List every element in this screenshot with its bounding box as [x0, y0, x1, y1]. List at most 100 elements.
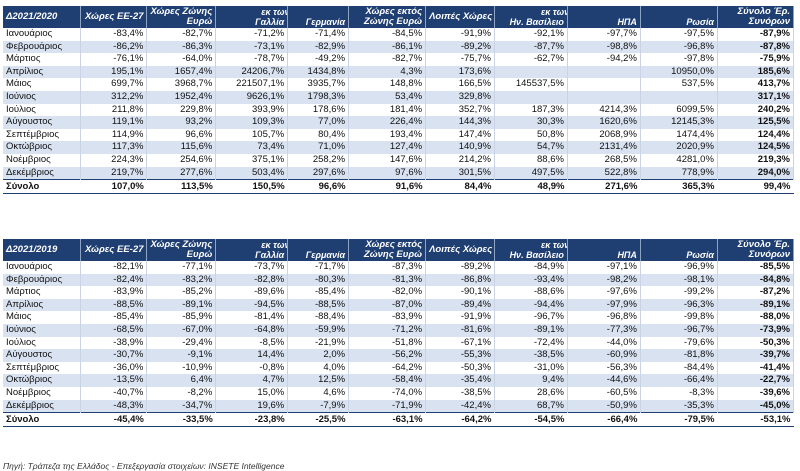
- value-cell: 105,7%: [215, 128, 289, 142]
- value-cell: 352,7%: [425, 103, 495, 117]
- total-value: 99,4%: [717, 179, 794, 195]
- value-cell: -82,7%: [348, 53, 427, 66]
- total-value: -79,5%: [640, 412, 718, 428]
- total-value: -63,1%: [348, 412, 426, 428]
- value-cell: -38,5%: [494, 349, 568, 362]
- value-cell: -49,2%: [287, 53, 350, 66]
- value-cell: -97,6%: [567, 286, 641, 299]
- header-period: Δ2021/2019: [3, 239, 81, 261]
- value-cell: 68,7%: [494, 399, 568, 413]
- header-total: Σύνολο Έρ. Συνόρων: [717, 6, 795, 28]
- value-cell: 537,5%: [640, 78, 718, 91]
- value-cell: 778,9%: [640, 166, 718, 180]
- value-cell: [567, 78, 641, 91]
- value-cell: -7,9%: [287, 399, 350, 413]
- header-usa: ΗΠΑ: [567, 239, 641, 261]
- value-cell: 96,6%: [146, 128, 217, 142]
- value-cell: -71,4%: [287, 28, 350, 41]
- value-cell: 294,0%: [717, 166, 795, 180]
- value-cell: 4,7%: [215, 374, 289, 387]
- month-cell: Μάρτιος: [3, 53, 81, 66]
- value-cell: -87,2%: [717, 286, 795, 299]
- value-cell: 254,6%: [146, 153, 217, 167]
- header-other: Λοιπές Χώρες: [425, 6, 495, 28]
- value-cell: 3968,7%: [146, 78, 217, 91]
- table-header-row: Δ2021/2020 Χώρες ΕΕ-27 Χώρες Ζώνης Ευρώ …: [3, 6, 795, 28]
- value-cell: -86,3%: [146, 40, 217, 54]
- value-cell: 497,5%: [494, 166, 568, 180]
- total-value: -54,5%: [494, 412, 568, 428]
- value-cell: 413,7%: [717, 78, 795, 91]
- table-row: Ιανουάριος -83,4% -82,7% -71,2% -71,4% -84,5%…: [3, 28, 795, 41]
- month-cell: Νοέμβριος: [3, 153, 81, 167]
- value-cell: -85,4%: [287, 286, 350, 299]
- value-cell: -60,5%: [567, 386, 641, 400]
- value-cell: 229,8%: [146, 103, 217, 117]
- value-cell: -50,9%: [567, 399, 641, 413]
- header-eu27: Χώρες ΕΕ-27: [80, 6, 148, 28]
- month-cell: Ιούλιος: [3, 336, 81, 350]
- month-cell: Δεκέμβριος: [3, 399, 81, 413]
- value-cell: -56,3%: [567, 361, 641, 375]
- value-cell: -73,1%: [215, 40, 289, 54]
- value-cell: -96,7%: [494, 311, 568, 324]
- table-row: Φεβρουάριος -86,2% -86,3% -73,1% -82,9% -86,1…: [3, 40, 795, 54]
- value-cell: 1620,6%: [567, 116, 641, 129]
- value-cell: -71,7%: [287, 261, 350, 274]
- value-cell: -90,1%: [425, 286, 495, 299]
- value-cell: 77,0%: [287, 116, 350, 129]
- value-cell: -85,5%: [717, 261, 795, 274]
- value-cell: -78,7%: [215, 53, 289, 66]
- value-cell: -82,0%: [348, 286, 427, 299]
- value-cell: -40,7%: [80, 386, 148, 400]
- value-cell: 297,6%: [287, 166, 350, 180]
- value-cell: -83,9%: [348, 311, 427, 324]
- month-cell: Ιούνιος: [3, 90, 81, 104]
- table-row: Αύγουστος 119,1% 93,2% 109,3% 77,0% 226,4% 144…: [3, 116, 795, 129]
- value-cell: -86,8%: [425, 273, 495, 287]
- value-cell: -86,2%: [80, 40, 148, 54]
- value-cell: -88,6%: [494, 286, 568, 299]
- total-value: 271,6%: [567, 179, 641, 195]
- table-row: Ιούνιος -68,5% -67,0% -64,8% -59,9% -71,2% -81…: [3, 323, 795, 337]
- total-value: -45,4%: [80, 412, 147, 428]
- value-cell: [494, 90, 568, 104]
- month-cell: Νοέμβριος: [3, 386, 81, 400]
- value-cell: 1474,4%: [640, 128, 718, 142]
- table-header-row: Δ2021/2019 Χώρες ΕΕ-27 Χώρες Ζώνης Ευρώ …: [3, 239, 795, 261]
- value-cell: [640, 90, 718, 104]
- table-row: Μάρτιος -76,1% -64,0% -78,7% -49,2% -82,7% -75…: [3, 53, 795, 66]
- value-cell: -89,1%: [494, 323, 568, 337]
- value-cell: -34,7%: [146, 399, 217, 413]
- value-cell: -67,0%: [146, 323, 217, 337]
- value-cell: 144,3%: [425, 116, 495, 129]
- total-label: Σύνολο: [3, 179, 81, 195]
- value-cell: 375,1%: [215, 153, 289, 167]
- header-russia-label: Ρωσία: [686, 17, 714, 27]
- header-of-which-2: εκ των οποίων: [540, 7, 567, 17]
- value-cell: 226,4%: [348, 116, 427, 129]
- value-cell: 6099,5%: [640, 103, 718, 117]
- value-cell: 214,2%: [425, 153, 495, 167]
- value-cell: -94,5%: [215, 298, 289, 312]
- header-usa-label: ΗΠΑ: [617, 250, 637, 260]
- value-cell: -50,3%: [425, 361, 495, 375]
- table-row: Ιούνιος 312,2% 1952,4% 9626,1% 1798,3% 53,4% 3…: [3, 90, 795, 104]
- header-france-label: Γαλλία: [255, 250, 285, 260]
- value-cell: -96,8%: [640, 40, 718, 54]
- value-cell: 4,6%: [287, 386, 350, 400]
- value-cell: -51,8%: [348, 336, 427, 350]
- value-cell: 277,6%: [146, 166, 217, 180]
- value-cell: -8,5%: [215, 336, 289, 350]
- value-cell: -73,7%: [215, 261, 289, 274]
- value-cell: 166,5%: [425, 78, 495, 91]
- value-cell: 88,6%: [494, 153, 568, 167]
- value-cell: -82,1%: [80, 261, 148, 274]
- value-cell: 80,4%: [287, 128, 350, 142]
- value-cell: 317,1%: [717, 90, 795, 104]
- value-cell: 1798,3%: [287, 90, 350, 104]
- month-cell: Ιανουάριος: [3, 261, 81, 274]
- value-cell: 1952,4%: [146, 90, 217, 104]
- value-cell: 30,3%: [494, 116, 568, 129]
- value-cell: -82,4%: [80, 273, 148, 287]
